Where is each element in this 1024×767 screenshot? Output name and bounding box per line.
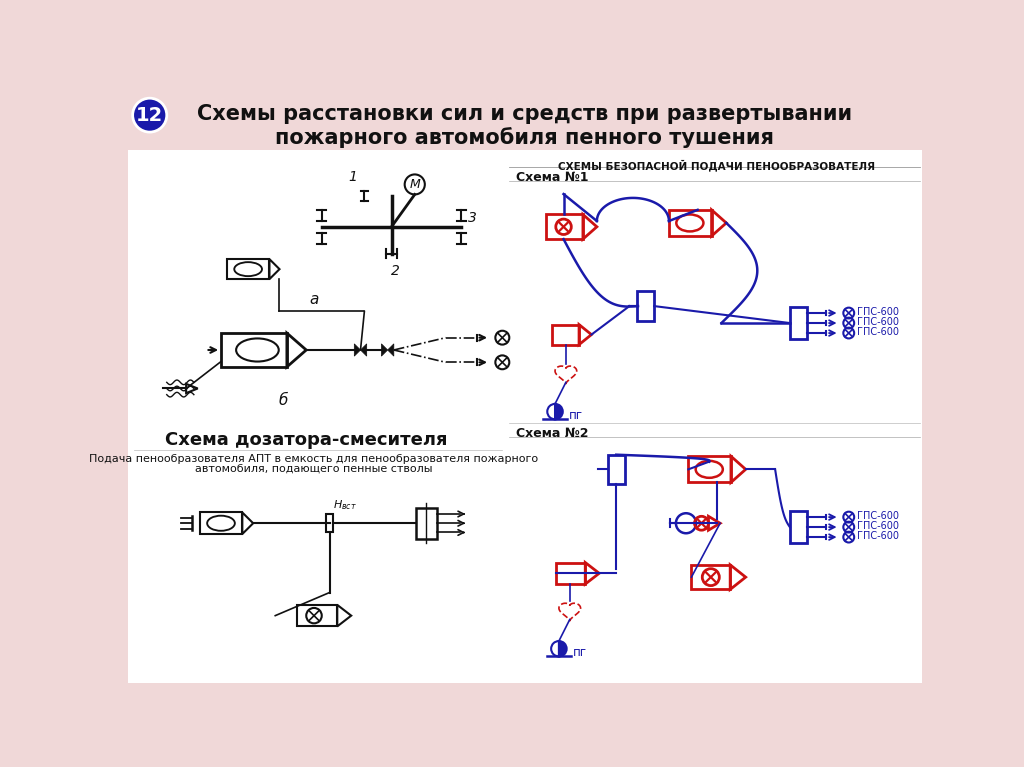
Text: Схема №2: Схема №2 — [515, 427, 588, 440]
Text: Подача пенообразователя АПТ в емкость для пенообразователя пожарного: Подача пенообразователя АПТ в емкость дл… — [89, 454, 539, 464]
Text: а: а — [309, 292, 318, 308]
Text: Схема №1: Схема №1 — [515, 170, 588, 183]
Bar — [691, 565, 730, 590]
Text: Схема дозатора-смесителя: Схема дозатора-смесителя — [165, 431, 447, 449]
Bar — [221, 333, 287, 367]
Wedge shape — [551, 641, 559, 657]
Text: ГПС-600: ГПС-600 — [857, 317, 899, 327]
Text: пг: пг — [572, 646, 587, 659]
Bar — [546, 215, 583, 239]
Text: СХЕМЫ БЕЗОПАСНОЙ ПОДАЧИ ПЕНООБРАЗОВАТЕЛЯ: СХЕМЫ БЕЗОПАСНОЙ ПОДАЧИ ПЕНООБРАЗОВАТЕЛЯ — [558, 160, 876, 172]
Text: ГПС-600: ГПС-600 — [857, 307, 899, 317]
Bar — [200, 512, 243, 534]
Text: б: б — [279, 393, 288, 407]
Text: 3: 3 — [468, 211, 477, 225]
Text: автомобиля, подающего пенные стволы: автомобиля, подающего пенные стволы — [196, 464, 433, 474]
Circle shape — [133, 98, 167, 132]
Wedge shape — [555, 404, 563, 420]
Wedge shape — [559, 641, 566, 657]
Bar — [637, 291, 654, 321]
Text: Схемы расстановки сил и средств при развертывании
пожарного автомобиля пенного т: Схемы расстановки сил и средств при разв… — [198, 104, 852, 148]
Bar — [688, 456, 731, 482]
Bar — [790, 511, 807, 543]
Polygon shape — [360, 344, 367, 356]
Text: ГПС-600: ГПС-600 — [857, 511, 899, 521]
Bar — [128, 92, 922, 150]
Wedge shape — [547, 404, 555, 420]
Text: M: M — [410, 178, 420, 191]
Text: $H_{вст}$: $H_{вст}$ — [334, 498, 357, 512]
Text: ГПС-600: ГПС-600 — [857, 327, 899, 337]
Bar — [297, 605, 337, 627]
Polygon shape — [388, 344, 394, 356]
Bar — [327, 514, 333, 532]
Polygon shape — [354, 344, 360, 356]
Bar — [552, 324, 579, 344]
Text: ГПС-600: ГПС-600 — [857, 521, 899, 531]
Bar — [669, 210, 712, 236]
Text: пг: пг — [569, 409, 583, 422]
Text: 12: 12 — [136, 106, 163, 125]
Text: 1: 1 — [348, 170, 357, 184]
Bar — [556, 562, 586, 584]
Bar — [790, 307, 807, 339]
Bar — [416, 508, 437, 538]
Text: 2: 2 — [391, 265, 399, 278]
Polygon shape — [381, 344, 388, 356]
Bar — [607, 455, 625, 484]
Text: ГПС-600: ГПС-600 — [857, 531, 899, 541]
Bar — [226, 259, 269, 279]
